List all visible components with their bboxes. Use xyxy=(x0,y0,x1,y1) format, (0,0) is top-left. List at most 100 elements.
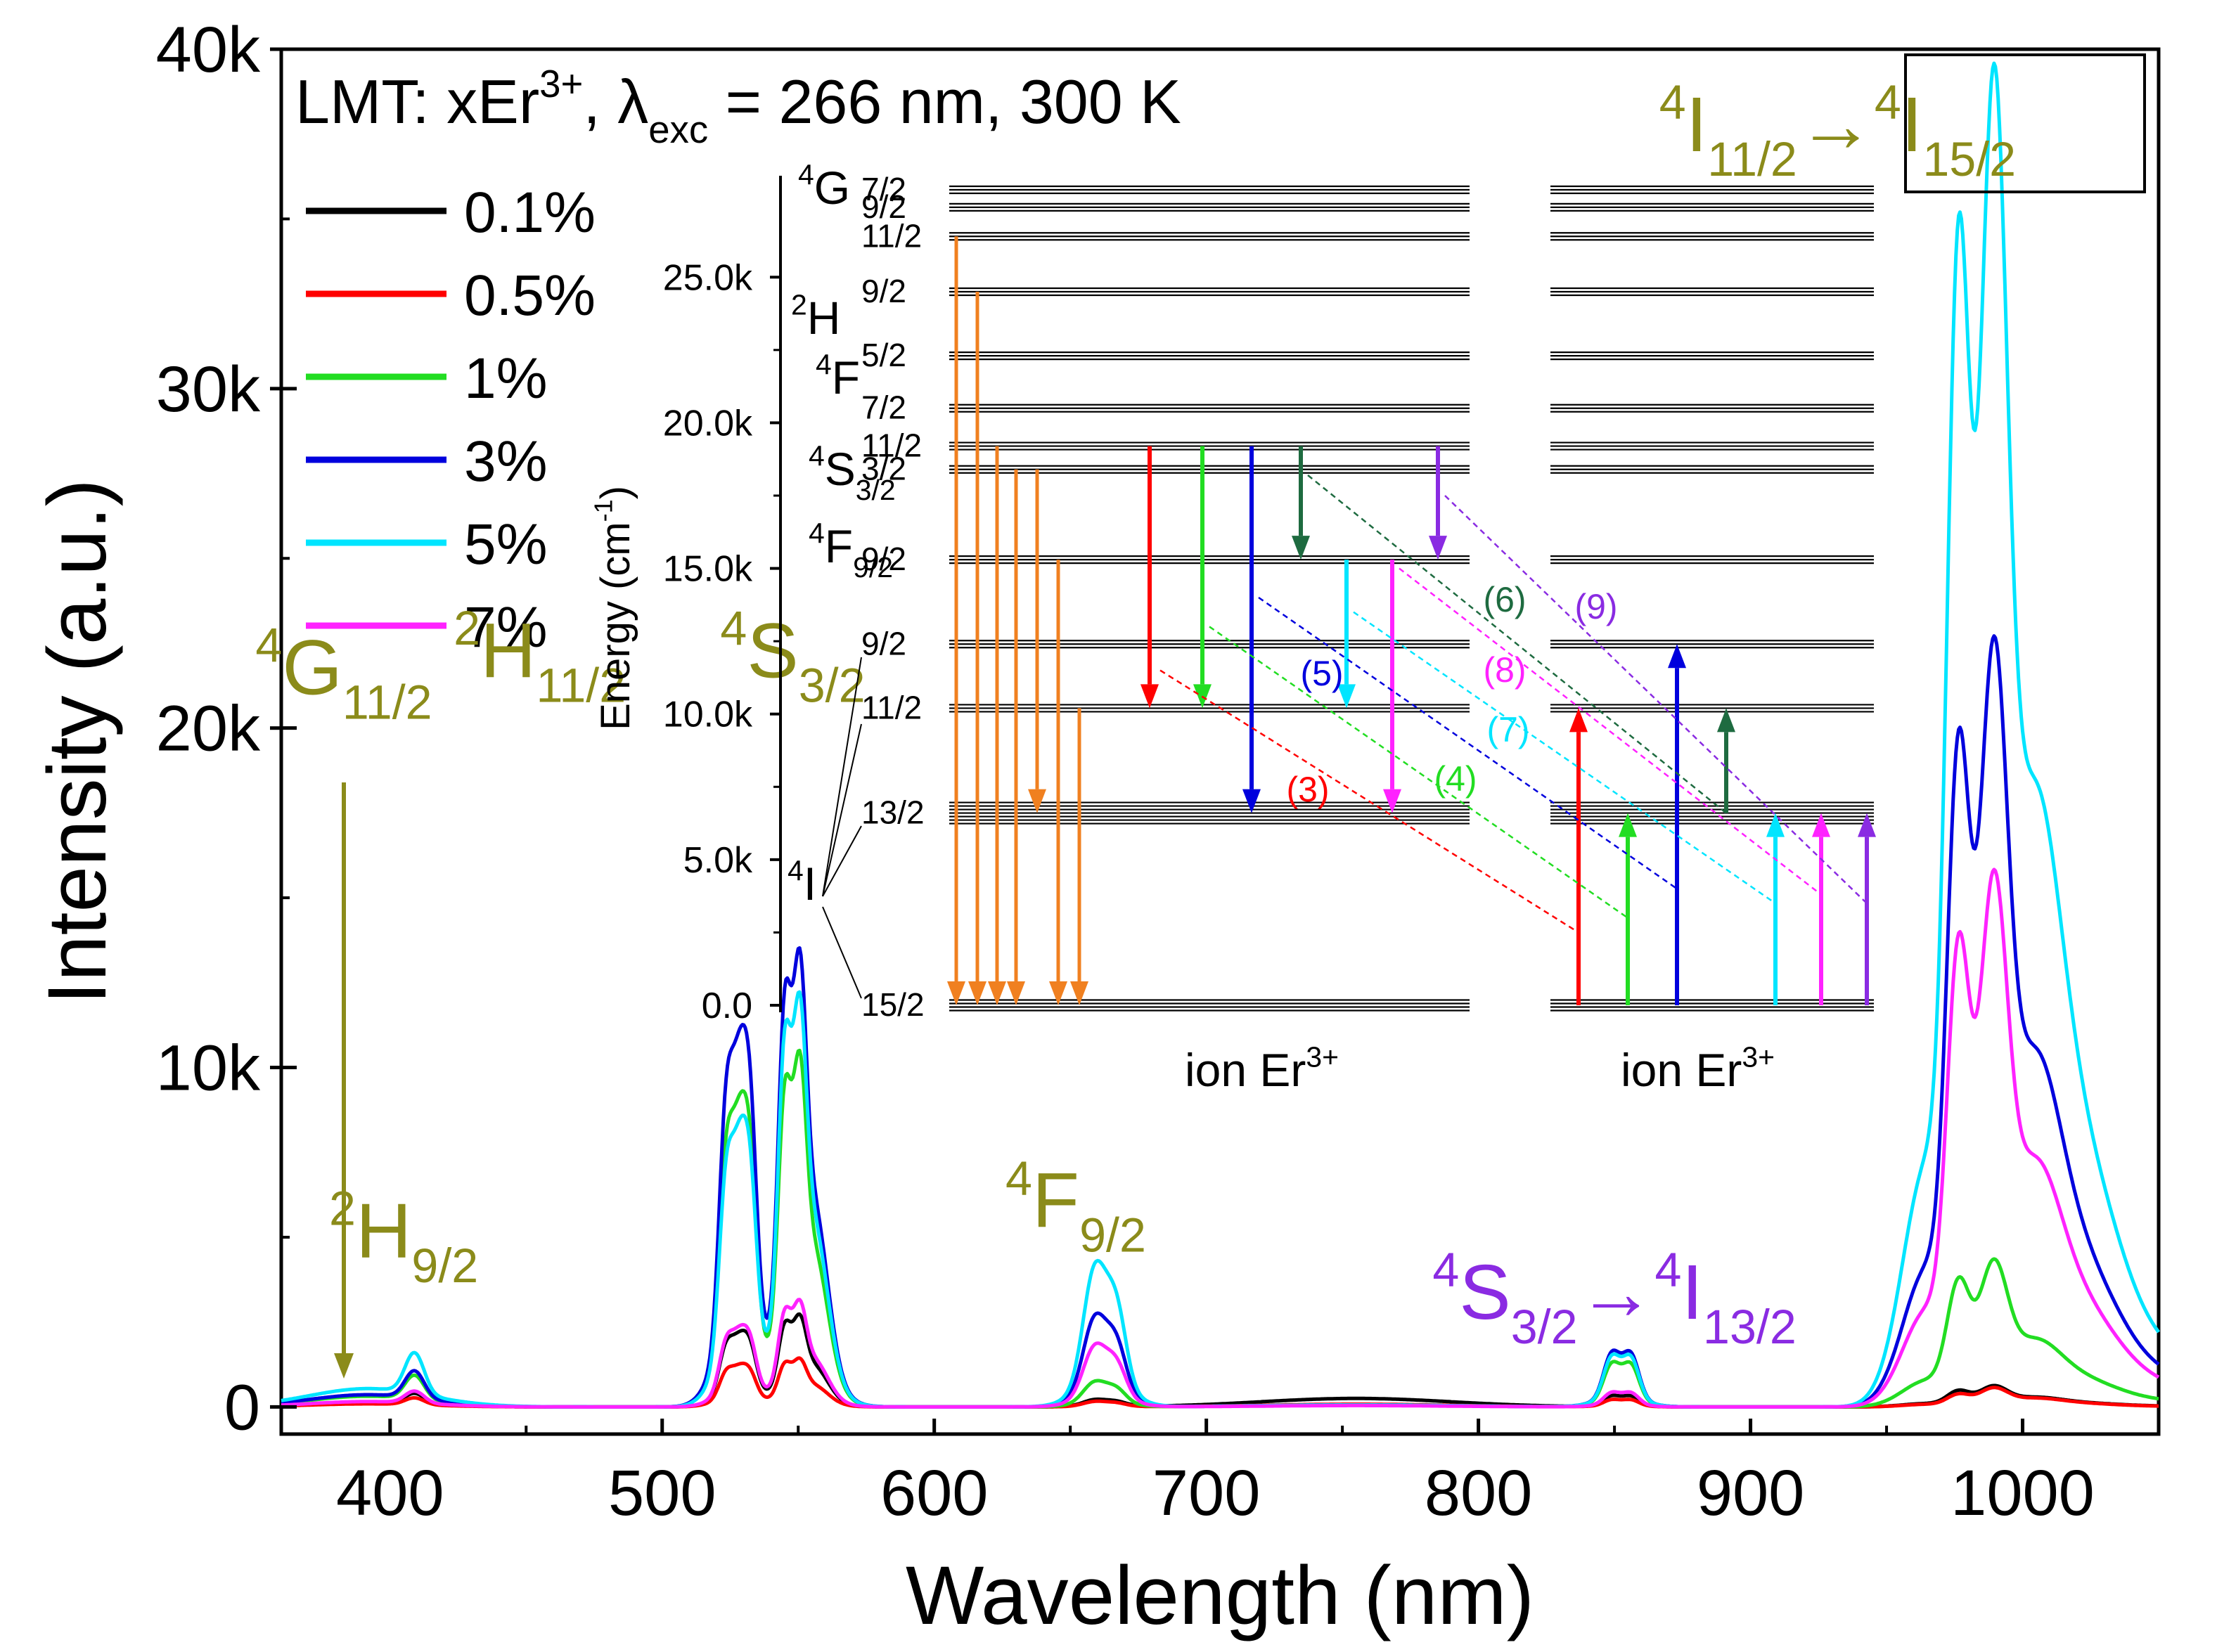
energy-transfer-dash-4 xyxy=(1353,611,1776,905)
band-pointer-arrowhead xyxy=(334,1353,354,1379)
series-line-6 xyxy=(281,867,2160,1409)
donor-arrow-magenta-head xyxy=(1383,789,1401,813)
multiplet-label-2: 4F xyxy=(816,348,860,404)
multiplet-label-0: 4G xyxy=(798,158,850,214)
level-j-label: 7/2 xyxy=(861,389,906,426)
axes: 400 500 600 700 800 900 1000 0 10k 20k 30k 40k Wavel… xyxy=(31,14,2095,1642)
ion-label-right: ion Er3+ xyxy=(1621,1040,1775,1096)
inset-y-tick-label: 20.0k xyxy=(663,403,753,444)
transfer-label: (3) xyxy=(1286,770,1329,809)
orange-emission-arrow-3-head xyxy=(1007,981,1025,1005)
chart-title-text: LMT: xEr3+, λexc = 266 nm, 300 K xyxy=(295,63,1181,151)
x-tick-label: 1000 xyxy=(1951,1457,2095,1529)
level-j-label: 9/2 xyxy=(861,188,906,225)
multiplet-connector xyxy=(822,906,862,999)
transfer-label: (4) xyxy=(1434,759,1477,799)
acceptor-arrow-blue-head xyxy=(1668,644,1686,669)
donor-arrow-red-head xyxy=(1140,684,1159,709)
multiplet-label-3: 4S3/2 xyxy=(809,439,896,506)
multiplet-connector xyxy=(822,825,862,897)
energy-transfer-dash-1 xyxy=(1209,626,1628,919)
y-axis-label: Intensity (a.u.) xyxy=(31,479,124,1005)
donor-arrow-cyan-head xyxy=(1337,684,1356,709)
acceptor-arrow-violet-head xyxy=(1858,813,1876,837)
level-j-label: 11/2 xyxy=(861,427,922,464)
orange-emission-arrow-0-head xyxy=(947,981,965,1005)
x-tick-label: 900 xyxy=(1697,1457,1805,1529)
plot-area xyxy=(279,47,2161,1436)
y-tick-label: 0 xyxy=(224,1372,260,1443)
y-tick-label: 20k xyxy=(156,693,261,765)
orange-emission-arrow-2-head xyxy=(988,981,1006,1005)
band-label-f92: 4F9/2 xyxy=(1005,1151,1146,1262)
multiplet-connector xyxy=(822,657,862,897)
multiplet-label-4: 4F9/2 xyxy=(809,517,893,583)
transition-label-box xyxy=(1904,53,2146,193)
band-label-h92: 2H9/2 xyxy=(329,1182,478,1293)
x-tick-label: 600 xyxy=(880,1457,989,1529)
orange-emission-arrow-4-head xyxy=(1028,789,1046,813)
multiplet-label-1: 2H xyxy=(791,288,840,344)
level-j-label: 3/2 xyxy=(861,451,906,487)
transfer-label: (5) xyxy=(1300,654,1343,693)
legend-label: 0.5% xyxy=(464,264,596,328)
y-tick-label: 10k xyxy=(156,1033,261,1104)
transfer-label: (8) xyxy=(1483,650,1526,690)
multiplet-label-5: 4I xyxy=(788,854,816,910)
transfer-label: (6) xyxy=(1483,580,1526,619)
acceptor-arrow-green-head xyxy=(1619,813,1637,837)
x-tick-label: 700 xyxy=(1152,1457,1261,1529)
acceptor-arrow-red-head xyxy=(1569,708,1588,733)
legend: 0.1% 0.5% 1% 3% 5% 7% xyxy=(306,181,596,659)
inset-y-tick-label: 25.0k xyxy=(663,257,753,298)
x-axis-label: Wavelength (nm) xyxy=(906,1549,1534,1642)
x-tick-label: 800 xyxy=(1425,1457,1533,1529)
band-label-g112: 4G11/2 xyxy=(255,619,432,729)
legend-label: 1% xyxy=(464,347,548,411)
orange-emission-arrow-1-head xyxy=(968,981,987,1005)
legend-label: 5% xyxy=(464,512,548,576)
level-j-label: 5/2 xyxy=(861,337,906,373)
energy-transfer-dash-0 xyxy=(1159,669,1579,934)
inset-y-tick-label: 10.0k xyxy=(663,695,753,735)
band-label-i112i152: 4I11/2→4I15/2 xyxy=(1659,76,2016,186)
legend-label: 0.1% xyxy=(464,181,596,245)
donor-arrow-violet-head xyxy=(1429,536,1447,560)
multiplet-connector xyxy=(822,723,862,897)
level-j-label: 9/2 xyxy=(861,541,906,577)
spectrum-curves xyxy=(281,61,2161,1409)
legend-label: 3% xyxy=(464,430,548,493)
orange-emission-arrow-6-head xyxy=(1070,981,1088,1005)
orange-emission-arrow-5-head xyxy=(1049,981,1067,1005)
level-j-label: 11/2 xyxy=(861,217,922,254)
plot-frame xyxy=(279,47,2161,1436)
band-label-h112: 2H11/2 xyxy=(454,602,626,712)
ion-label-left: ion Er3+ xyxy=(1185,1040,1339,1096)
legend-label: 7% xyxy=(464,595,548,659)
level-j-label: 13/2 xyxy=(861,794,925,831)
inset-y-axis-label: Energy (cm-1) xyxy=(589,486,638,730)
acceptor-arrow-dkgreen-head xyxy=(1717,708,1735,733)
energy-transfer-dash-3 xyxy=(1307,475,1727,814)
inset-y-tick-label: 15.0k xyxy=(663,549,753,590)
inset-y-tick-label: 5.0k xyxy=(683,840,753,881)
level-j-label: 11/2 xyxy=(861,689,922,725)
donor-arrow-dkgreen-head xyxy=(1292,536,1310,560)
transfer-label: (9) xyxy=(1574,587,1617,626)
energy-level-inset: 0.0 5.0k 10.0k 15.0k 20.0k 25.0k Energy (cm-1)… xyxy=(589,158,1876,1096)
acceptor-arrow-cyan-head xyxy=(1766,813,1785,837)
donor-arrow-blue-head xyxy=(1242,789,1261,813)
chart-title: LMT: xEr3+, λexc = 266 nm, 300 K xyxy=(295,63,1181,151)
x-tick-label: 500 xyxy=(608,1457,716,1529)
energy-transfer-dash-2 xyxy=(1258,596,1678,890)
y-tick-label: 30k xyxy=(156,354,261,425)
inset-y-tick-label: 0.0 xyxy=(702,986,752,1026)
band-labels: 4G11/22H9/22H11/24S3/24F9/24S3/2→4I13/24… xyxy=(255,53,2146,1379)
acceptor-arrow-magenta-head xyxy=(1812,813,1830,837)
level-j-label: 9/2 xyxy=(861,625,906,662)
level-j-label: 9/2 xyxy=(861,273,906,309)
x-tick-label: 400 xyxy=(336,1457,444,1529)
transfer-label: (7) xyxy=(1486,710,1529,749)
level-j-label: 7/2 xyxy=(861,171,906,207)
